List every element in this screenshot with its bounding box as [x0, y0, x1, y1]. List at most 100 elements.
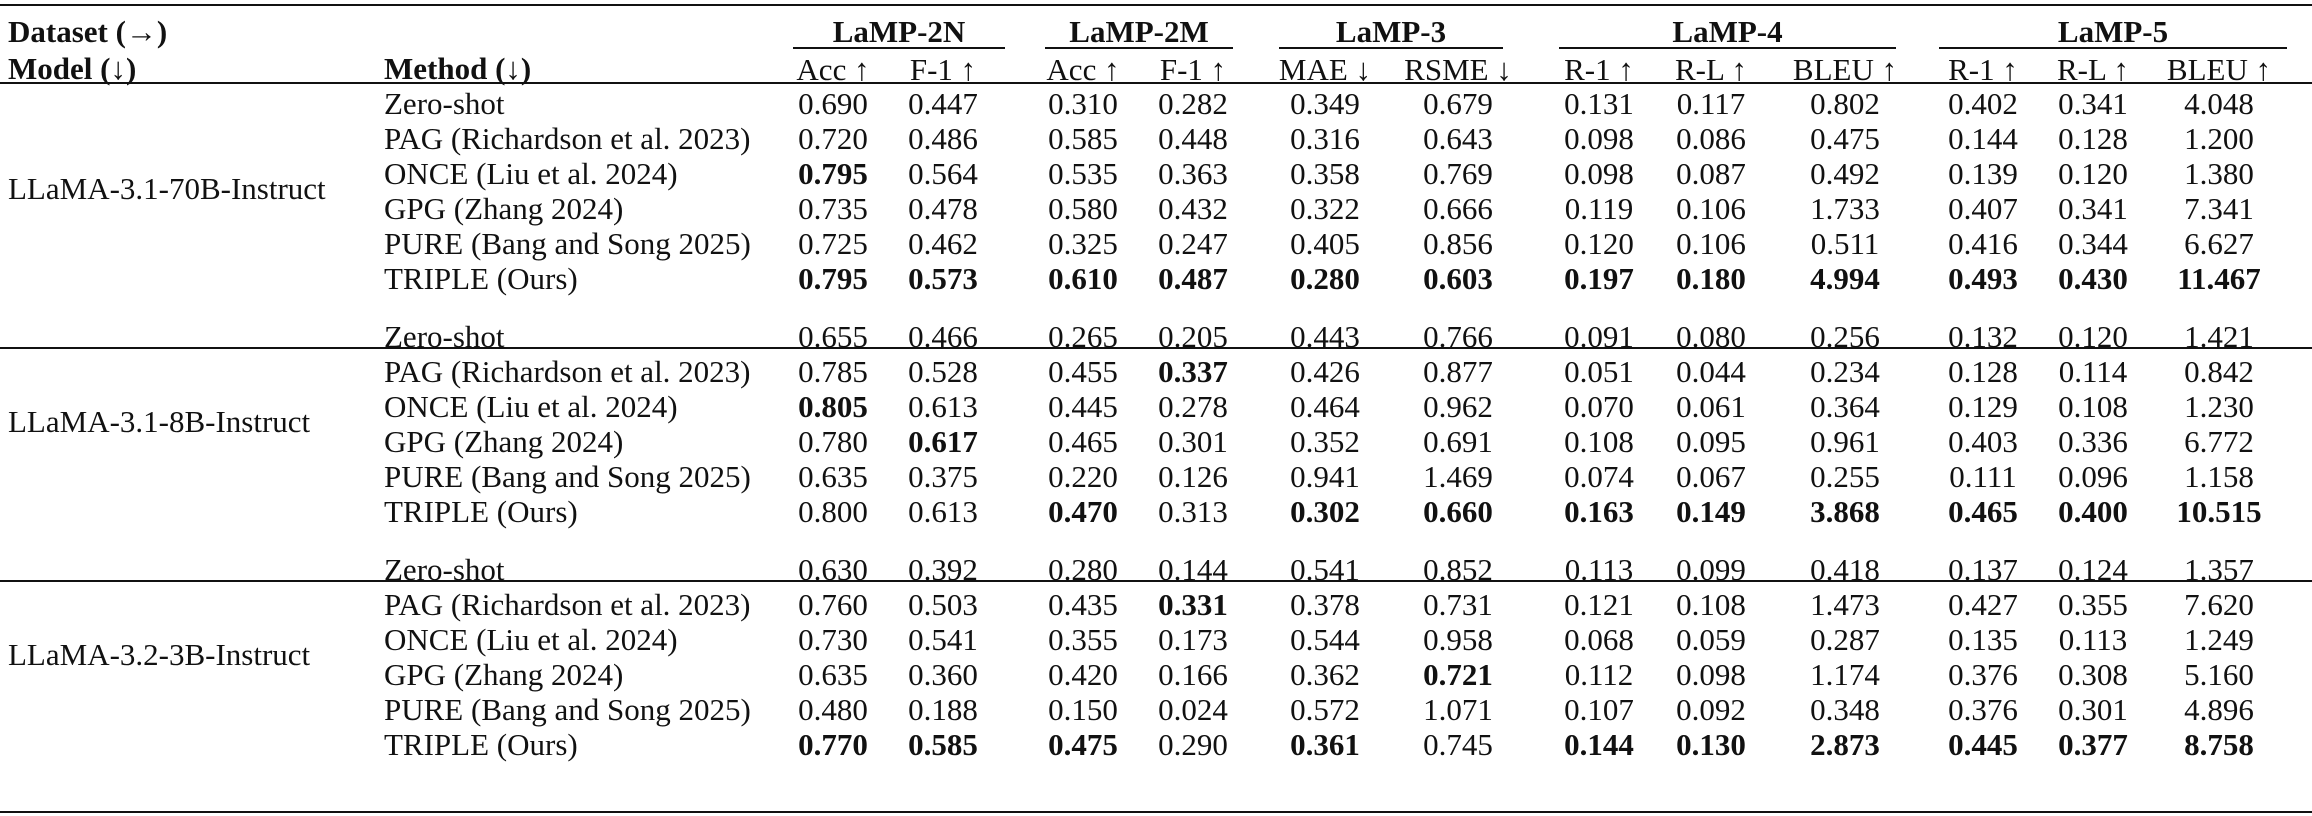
cell-value: 0.120 — [2058, 319, 2128, 354]
cell-value: 0.282 — [1158, 86, 1228, 121]
cell-value: 4.048 — [2184, 86, 2254, 121]
cell-value: 0.098 — [1564, 121, 1634, 156]
cell-value: 0.287 — [1810, 622, 1880, 657]
cell-value: 0.278 — [1158, 389, 1228, 424]
metric-header: F-1 ↑ — [1159, 52, 1227, 87]
cell-value: 0.205 — [1158, 319, 1228, 354]
cell-value-best: 0.149 — [1676, 494, 1746, 529]
cell-value: 0.124 — [2058, 552, 2128, 587]
dataset-axis-label: Dataset (→) — [8, 14, 168, 49]
cell-value: 0.352 — [1290, 424, 1360, 459]
cell-value: 0.780 — [798, 424, 868, 459]
cell-value: 0.173 — [1158, 622, 1228, 657]
cell-value: 0.112 — [1564, 657, 1634, 692]
cell-value: 0.313 — [1158, 494, 1228, 529]
cell-value: 0.375 — [908, 459, 978, 494]
cell-value: 0.310 — [1048, 86, 1118, 121]
cell-value: 0.092 — [1676, 692, 1746, 727]
cell-value: 5.160 — [2184, 657, 2254, 692]
cell-value: 0.099 — [1676, 552, 1746, 587]
cell-value: 0.769 — [1423, 156, 1493, 191]
cell-value: 0.087 — [1676, 156, 1746, 191]
cell-value: 0.280 — [1048, 552, 1118, 587]
cell-value: 0.511 — [1810, 226, 1880, 261]
cell-value: 0.095 — [1676, 424, 1746, 459]
cell-value: 0.535 — [1048, 156, 1118, 191]
cell-value-best: 0.400 — [2058, 494, 2128, 529]
metric-header: R-1 ↑ — [1948, 52, 2018, 87]
cell-value: 0.745 — [1423, 727, 1493, 762]
cell-value: 0.541 — [908, 622, 978, 657]
metric-header: BLEU ↑ — [2166, 52, 2272, 87]
metric-header: MAE ↓ — [1278, 52, 1372, 87]
cell-value: 0.392 — [908, 552, 978, 587]
cell-value-best: 0.465 — [1948, 494, 2018, 529]
cell-value: 0.113 — [2058, 622, 2128, 657]
cell-value: 0.655 — [798, 319, 868, 354]
cell-value-best: 0.660 — [1423, 494, 1493, 529]
cell-value: 0.349 — [1290, 86, 1360, 121]
cell-value: 1.473 — [1810, 587, 1880, 622]
cell-value: 0.405 — [1290, 226, 1360, 261]
cell-value: 0.120 — [1564, 226, 1634, 261]
metric-header: RSME ↓ — [1404, 52, 1512, 87]
header-rule — [0, 82, 2312, 84]
cell-value-best: 0.197 — [1564, 261, 1634, 296]
cell-value: 0.447 — [908, 86, 978, 121]
cell-value: 0.336 — [2058, 424, 2128, 459]
cell-value: 0.376 — [1948, 692, 2018, 727]
cell-value: 0.344 — [2058, 226, 2128, 261]
cell-value: 0.735 — [798, 191, 868, 226]
cell-value: 0.255 — [1810, 459, 1880, 494]
dataset-header: LaMP-2N — [832, 14, 966, 49]
cell-value: 0.024 — [1158, 692, 1228, 727]
cell-value: 0.137 — [1948, 552, 2018, 587]
cell-value: 0.144 — [1158, 552, 1228, 587]
cell-value: 0.877 — [1423, 354, 1493, 389]
cell-value-best: 0.603 — [1423, 261, 1493, 296]
dataset-header: LaMP-3 — [1335, 14, 1447, 49]
cell-value: 0.731 — [1423, 587, 1493, 622]
cell-value: 0.341 — [2058, 191, 2128, 226]
cell-value-best: 0.795 — [798, 156, 868, 191]
cell-value: 0.378 — [1290, 587, 1360, 622]
cell-value: 0.541 — [1290, 552, 1360, 587]
cell-value: 0.643 — [1423, 121, 1493, 156]
cell-value-best: 0.721 — [1423, 657, 1493, 692]
cell-value: 0.114 — [2058, 354, 2128, 389]
cell-value: 1.230 — [2184, 389, 2254, 424]
cell-value-best: 0.805 — [798, 389, 868, 424]
cell-value: 0.128 — [1948, 354, 2018, 389]
cell-value: 0.067 — [1676, 459, 1746, 494]
cell-value-best: 0.337 — [1158, 354, 1228, 389]
top-rule — [0, 4, 2312, 6]
cell-value: 0.800 — [798, 494, 868, 529]
cell-value: 7.341 — [2184, 191, 2254, 226]
cell-value: 0.139 — [1948, 156, 2018, 191]
cell-value: 1.071 — [1423, 692, 1493, 727]
cell-value-best: 0.795 — [798, 261, 868, 296]
cell-value: 7.620 — [2184, 587, 2254, 622]
cell-value: 0.363 — [1158, 156, 1228, 191]
cell-value: 0.478 — [908, 191, 978, 226]
cell-value: 0.962 — [1423, 389, 1493, 424]
dataset-underline — [1279, 47, 1503, 49]
cell-value: 0.528 — [908, 354, 978, 389]
cell-value: 0.117 — [1676, 86, 1746, 121]
cell-value: 0.426 — [1290, 354, 1360, 389]
cell-value: 0.051 — [1564, 354, 1634, 389]
cell-value: 0.486 — [908, 121, 978, 156]
cell-value: 0.355 — [1048, 622, 1118, 657]
cell-value: 0.301 — [1158, 424, 1228, 459]
cell-value: 0.150 — [1048, 692, 1118, 727]
cell-value: 0.679 — [1423, 86, 1493, 121]
cell-value: 1.158 — [2184, 459, 2254, 494]
cell-value: 0.564 — [908, 156, 978, 191]
cell-value: 0.427 — [1948, 587, 2018, 622]
cell-value: 0.355 — [2058, 587, 2128, 622]
cell-value-best: 0.144 — [1564, 727, 1634, 762]
method-name: PURE (Bang and Song 2025) — [384, 459, 751, 494]
metric-header: F-1 ↑ — [909, 52, 977, 87]
cell-value: 0.131 — [1564, 86, 1634, 121]
cell-value: 0.265 — [1048, 319, 1118, 354]
